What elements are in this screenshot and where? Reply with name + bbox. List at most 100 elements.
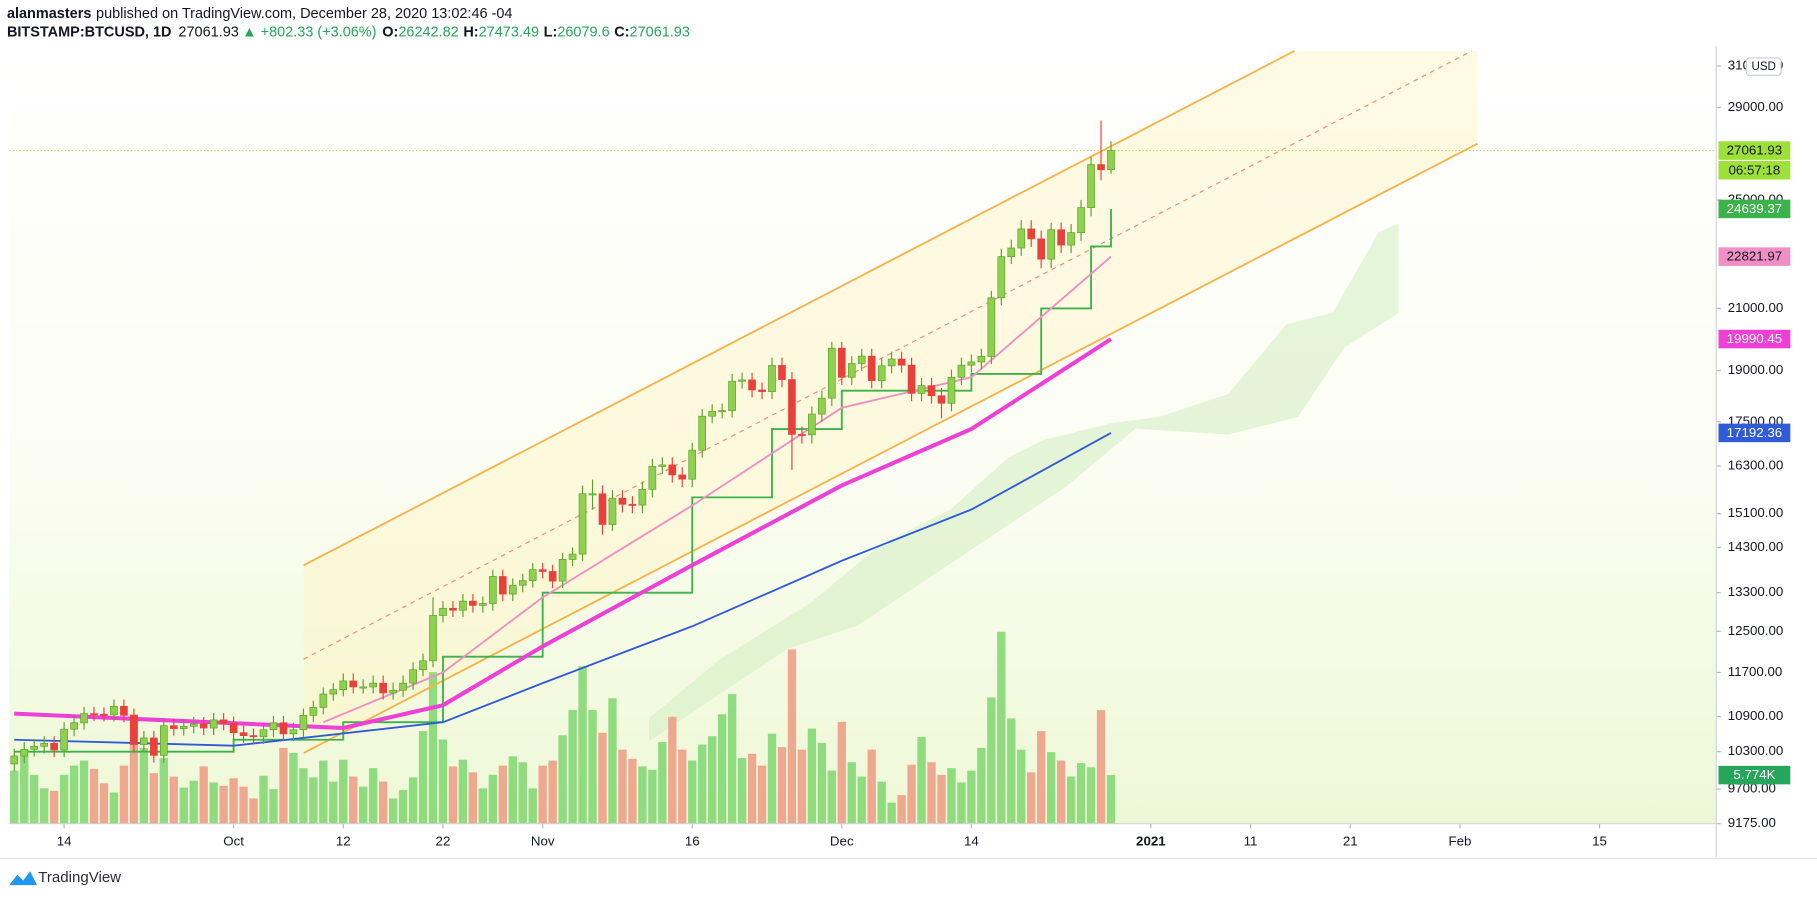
ohlc-value: 26079.6 <box>557 24 609 40</box>
volume-bar <box>458 759 468 824</box>
x-tick-label: 15 <box>1592 834 1607 849</box>
y-tick-label: 13300.00 <box>1728 584 1784 599</box>
last-price-tag: 27061.93 <box>1727 143 1783 158</box>
ohlc-label: C: <box>614 24 629 40</box>
indicator-tag-bg <box>1718 199 1791 219</box>
volume-bar <box>777 747 787 824</box>
x-tick-label: Oct <box>223 834 244 849</box>
volume-bar <box>997 631 1006 824</box>
x-tick-label: 12 <box>336 834 351 849</box>
candle-body <box>110 705 118 716</box>
volume-bar <box>239 786 248 824</box>
volume-bar <box>468 772 478 824</box>
volume-bar <box>518 762 527 824</box>
volume-bar <box>20 749 29 824</box>
volume-tag: 5.774K <box>1733 767 1775 782</box>
candle-body <box>439 607 447 616</box>
y-tick-label: 10900.00 <box>1728 708 1784 723</box>
volume-bar <box>797 749 807 824</box>
volume-bar <box>59 774 69 824</box>
candle-body <box>1057 229 1065 246</box>
candle-body <box>479 603 487 606</box>
candle-body <box>10 755 19 765</box>
volume-bar <box>568 710 577 824</box>
indicator-tag-bg <box>1718 247 1791 266</box>
volume-bar <box>668 716 677 824</box>
candle-body <box>937 395 946 404</box>
volume-bar <box>229 778 238 824</box>
volume-bar <box>79 760 89 824</box>
volume-bar <box>69 765 79 824</box>
x-tick-label: 11 <box>1244 834 1258 849</box>
candle-body <box>389 689 397 694</box>
candle-body <box>788 379 796 435</box>
volume-bar <box>169 776 178 824</box>
candle-body <box>897 358 906 366</box>
candle-body <box>189 723 198 727</box>
last-price-tag-bg <box>1718 141 1791 160</box>
volume-bar <box>987 697 996 824</box>
volume-bar <box>897 795 906 824</box>
volume-bar <box>708 736 717 824</box>
volume-bar <box>1076 763 1086 824</box>
candle-body <box>279 722 288 735</box>
candle-body <box>578 493 587 555</box>
volume-bar <box>678 749 687 824</box>
volume-bar <box>10 770 19 824</box>
candle-body <box>1007 247 1016 258</box>
volume-bar <box>189 780 198 824</box>
volume-bar <box>398 790 408 824</box>
volume-bar <box>249 798 258 824</box>
volume-bar <box>807 728 817 824</box>
candle-body <box>678 474 687 480</box>
candle-body <box>1017 228 1026 249</box>
candle-body <box>748 379 756 391</box>
candle-body <box>568 553 577 560</box>
symbol: BITSTAMP:BTCUSD, 1D <box>7 24 172 40</box>
candle-body <box>907 364 916 394</box>
brand-logo[interactable] <box>9 871 38 886</box>
volume-bar <box>49 790 59 824</box>
ohlc-label: H: <box>463 24 478 40</box>
candle-body <box>209 719 218 729</box>
currency: USD <box>1751 61 1775 73</box>
ohlc-value: 27473.49 <box>479 24 539 40</box>
volume-bar <box>1007 718 1016 824</box>
candle-body <box>459 600 467 611</box>
volume-bar <box>428 672 438 824</box>
volume-bar <box>1056 760 1066 824</box>
y-tick-label: 21000.00 <box>1728 300 1784 315</box>
change: ▲ +802.33 (+3.06%) <box>242 24 376 40</box>
candle-body <box>618 497 627 505</box>
candle-body <box>1077 207 1085 233</box>
candle-body <box>239 732 248 736</box>
volume-bar <box>339 759 348 824</box>
volume-bar <box>329 781 338 824</box>
volume-bar <box>688 760 697 824</box>
volume-bar <box>289 752 298 824</box>
candle-body <box>319 693 328 708</box>
candle-body <box>668 464 677 476</box>
candle-body <box>508 584 517 595</box>
x-tick-label: 14 <box>57 834 72 849</box>
volume-bar <box>498 765 507 824</box>
brand[interactable]: TradingView <box>38 869 121 886</box>
candle-body <box>20 748 29 757</box>
volume-bar <box>219 785 228 824</box>
currency-badge[interactable] <box>1745 57 1782 76</box>
candle-body <box>598 493 607 525</box>
volume-bar <box>648 769 657 824</box>
volume-bar <box>528 788 537 824</box>
volume-bar <box>378 781 388 824</box>
volume-bar <box>588 710 597 824</box>
volume-bar <box>179 787 188 824</box>
candle-body <box>698 415 707 451</box>
candle-body <box>289 729 298 735</box>
volume-bar <box>159 758 168 824</box>
last-price: 27061.93 <box>178 24 238 40</box>
volume-bar <box>438 739 448 824</box>
volume-bar <box>757 765 767 824</box>
candle-body <box>80 713 88 724</box>
candle-body <box>329 689 338 695</box>
